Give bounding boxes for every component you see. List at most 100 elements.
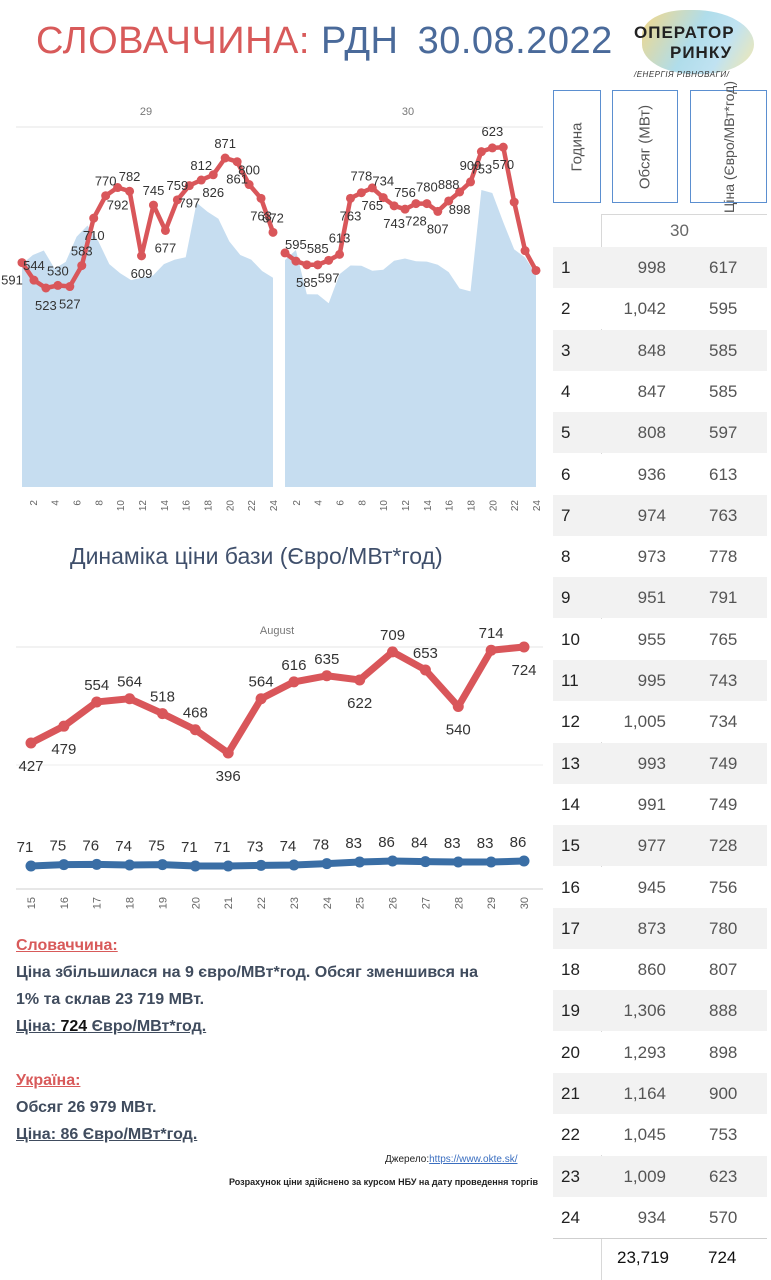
- price-label-day1: 530: [47, 263, 69, 278]
- price-point: [232, 157, 242, 167]
- ukraine-point: [255, 859, 267, 871]
- ukraine-point: [321, 858, 333, 870]
- slovakia-value-label: 518: [150, 689, 175, 706]
- table-row: 16 945 756: [553, 866, 767, 908]
- row-volume: 847: [637, 381, 666, 401]
- price-point: [356, 188, 366, 198]
- slovakia-value-label: 427: [18, 758, 43, 775]
- price-label-day2: 763: [340, 208, 362, 223]
- ukraine-point: [354, 856, 366, 868]
- ukraine-value-label: 74: [115, 838, 132, 855]
- ukraine-value-label: 83: [345, 835, 362, 852]
- table-row: 18 860 807: [553, 949, 767, 991]
- row-hour: 22: [561, 1125, 580, 1145]
- price-point: [476, 147, 486, 157]
- date-tick-label: 23: [289, 897, 301, 909]
- logo-line1: ОПЕРАТОР: [634, 23, 735, 42]
- slovakia-point: [419, 664, 431, 676]
- price-point: [268, 227, 278, 237]
- table-top-border: [601, 214, 767, 215]
- ukraine-value-label: 75: [148, 838, 165, 855]
- sk-price-suffix: Євро/МВт*год.: [87, 1018, 207, 1035]
- hour-tick-label: 18: [204, 500, 215, 512]
- price-label-day1: 672: [262, 210, 284, 225]
- title-country: СЛОВАЧЧИНА:: [36, 20, 310, 62]
- date-tick-label: 15: [26, 897, 38, 909]
- price-label-day1: 591: [1, 273, 23, 288]
- price-point: [148, 200, 158, 210]
- title-market: РДН: [321, 20, 399, 62]
- row-volume: 998: [637, 258, 666, 277]
- price-label-day2: 778: [351, 169, 373, 184]
- hour-tick-label: 6: [336, 500, 347, 506]
- price-point: [160, 225, 170, 235]
- slovakia-point: [189, 724, 201, 736]
- table-row: 8 973 778: [553, 536, 767, 578]
- hour-tick-label: 10: [116, 500, 127, 512]
- price-label-day1: 792: [107, 198, 129, 213]
- logo-line2: РИНКУ: [670, 43, 733, 62]
- price-label-day1: 710: [83, 228, 105, 243]
- slovakia-point: [156, 708, 168, 720]
- col-header-price-label: Ціна (Євро/МВт*год): [720, 80, 737, 213]
- table-row: 12 1,005 734: [553, 701, 767, 743]
- base-price-chart: August 427 479 554 564 518 468 396 564 616 635 622…: [16, 625, 543, 909]
- table-row: 19 1,306 888: [553, 990, 767, 1032]
- date-tick-label: 19: [157, 897, 169, 909]
- table-row: 10 955 765: [553, 618, 767, 660]
- slovakia-point: [124, 693, 136, 705]
- slovakia-point: [387, 646, 399, 658]
- slovakia-value-label: 554: [84, 677, 109, 694]
- table-row: 22 1,045 753: [553, 1114, 767, 1156]
- table-row: 3 848 585: [553, 329, 767, 371]
- row-price: 888: [709, 1001, 738, 1021]
- ukraine-point: [124, 859, 136, 871]
- price-point: [89, 213, 99, 223]
- row-volume: 934: [637, 1207, 666, 1227]
- hour-ticks-group: 2 4 6 8 10 12 14 16 18 20 22 24 2 4 6 8 10 12 14 16 18 20 22 24: [29, 500, 543, 512]
- ukraine-point: [222, 860, 234, 872]
- source-link[interactable]: https://www.okte.sk/: [429, 1154, 518, 1165]
- price-label-day1: 527: [59, 297, 81, 312]
- ukraine-value-label: 78: [312, 837, 329, 854]
- volume-area-group: [22, 190, 536, 487]
- volume-area-day1: [22, 202, 273, 487]
- date-tick-label: 30: [519, 897, 531, 909]
- slovakia-point: [255, 693, 267, 705]
- hour-tick-label: 2: [29, 500, 40, 506]
- row-price: 585: [709, 340, 738, 360]
- slovakia-value-label: 714: [479, 625, 504, 642]
- logo-blob: [642, 10, 754, 74]
- ua-heading-text: Україна:: [16, 1072, 81, 1089]
- row-price: 743: [709, 671, 738, 690]
- price-label-day1: 826: [202, 185, 224, 200]
- price-label-day2: 765: [361, 198, 383, 213]
- ukraine-value-label: 83: [444, 835, 461, 852]
- price-point: [65, 282, 75, 292]
- price-point: [509, 197, 519, 207]
- row-hour: 12: [561, 712, 580, 732]
- row-volume: 945: [637, 877, 666, 897]
- hour-tick-label: 16: [182, 500, 193, 512]
- price-point: [400, 204, 410, 214]
- ukraine-value-label: 71: [214, 839, 231, 856]
- table-row: 13 993 749: [553, 742, 767, 784]
- table-row: 6 936 613: [553, 453, 767, 495]
- slovakia-value-label: 479: [51, 741, 76, 758]
- date-tick-label: 25: [355, 897, 367, 909]
- table-day-label: 30: [670, 221, 689, 240]
- day-label-29: 29: [140, 106, 152, 118]
- hour-tick-label: 16: [445, 500, 456, 512]
- price-point: [280, 248, 290, 258]
- row-hour: 2: [561, 299, 571, 319]
- price-label-day1: 544: [23, 258, 45, 273]
- row-hour: 1: [561, 258, 571, 277]
- sk-heading: Словаччина:: [16, 937, 118, 955]
- slovakia-value-label: 468: [183, 705, 208, 722]
- row-volume: 991: [637, 794, 666, 814]
- hour-tick-label: 4: [314, 500, 325, 506]
- price-point: [256, 193, 266, 203]
- slovakia-point: [222, 747, 234, 759]
- price-point: [520, 246, 530, 256]
- sk-price-prefix: Ціна:: [16, 1018, 61, 1035]
